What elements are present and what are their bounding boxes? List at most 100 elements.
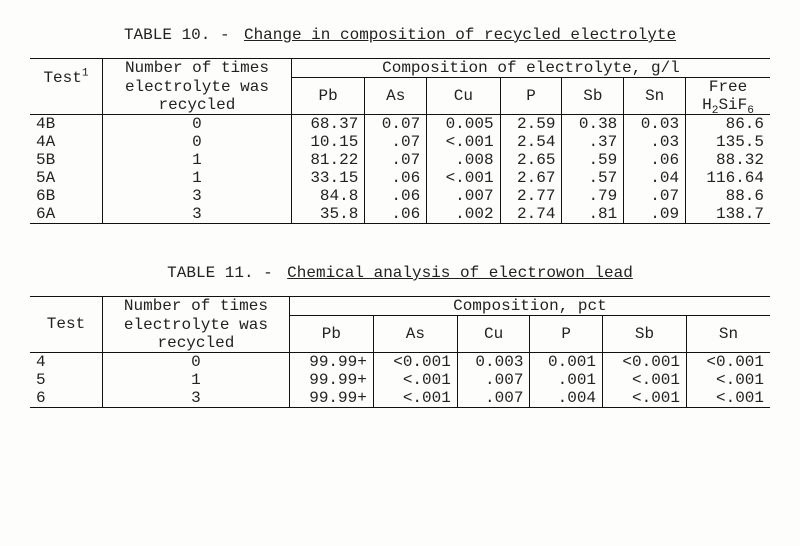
col-as: As xyxy=(365,78,427,115)
cell-p: .001 xyxy=(530,371,603,389)
cell-sb: <0.001 xyxy=(603,352,687,371)
cell-sn: .09 xyxy=(624,205,686,224)
cell-as: .06 xyxy=(365,205,427,224)
cell-test: 5 xyxy=(30,371,103,389)
col-sn: Sn xyxy=(687,316,770,353)
col-composition-span: Composition of electrolyte, g/l xyxy=(291,59,770,78)
cell-pb: 68.37 xyxy=(291,115,364,134)
cell-p: 2.54 xyxy=(500,133,562,151)
table11: Test Number of times Composition, pct el… xyxy=(30,296,770,408)
cell-sb: .79 xyxy=(562,187,624,205)
cell-pb: 84.8 xyxy=(291,187,364,205)
cell-pb: 10.15 xyxy=(291,133,364,151)
cell-as: 0.07 xyxy=(365,115,427,134)
cell-pb: 99.99+ xyxy=(289,352,373,371)
cell-cu: .007 xyxy=(427,187,500,205)
cell-recycled: 3 xyxy=(103,187,292,205)
cell-sn: <.001 xyxy=(687,389,770,408)
cell-pb: 35.8 xyxy=(291,205,364,224)
cell-recycled: 3 xyxy=(103,205,292,224)
cell-sb: .37 xyxy=(562,133,624,151)
cell-test: 4 xyxy=(30,352,103,371)
col-recycled-line3: recycled xyxy=(103,96,292,115)
cell-as: .06 xyxy=(365,169,427,187)
cell-recycled: 0 xyxy=(103,115,292,134)
cell-sn: 0.03 xyxy=(624,115,686,134)
col-free-formula: H2SiF6 xyxy=(686,96,770,115)
cell-recycled: 3 xyxy=(103,389,290,408)
cell-p: 2.77 xyxy=(500,187,562,205)
cell-p: 2.65 xyxy=(500,151,562,169)
table10-caption-text: Change in composition of recycled electr… xyxy=(244,26,676,44)
col-recycled-line1: Number of times xyxy=(103,297,290,316)
cell-cu: 0.005 xyxy=(427,115,500,134)
cell-sn: <0.001 xyxy=(687,352,770,371)
cell-as: .06 xyxy=(365,187,427,205)
col-cu: Cu xyxy=(427,78,500,115)
cell-as: .07 xyxy=(365,151,427,169)
cell-p: 2.59 xyxy=(500,115,562,134)
cell-cu: .002 xyxy=(427,205,500,224)
cell-sn: .03 xyxy=(624,133,686,151)
cell-sb: .81 xyxy=(562,205,624,224)
cell-test: 5B xyxy=(30,151,103,169)
cell-test: 4A xyxy=(30,133,103,151)
col-recycled-line2: electrolyte was xyxy=(103,78,292,97)
col-recycled-line1: Number of times xyxy=(103,59,292,78)
cell-cu: 0.003 xyxy=(457,352,530,371)
cell-sn: .06 xyxy=(624,151,686,169)
cell-p: 2.67 xyxy=(500,169,562,187)
cell-pb: 99.99+ xyxy=(289,389,373,408)
cell-sb: <.001 xyxy=(603,389,687,408)
cell-as: <0.001 xyxy=(373,352,457,371)
cell-sn: .04 xyxy=(624,169,686,187)
col-pb: Pb xyxy=(291,78,364,115)
cell-sb: 0.38 xyxy=(562,115,624,134)
col-pb: Pb xyxy=(289,316,373,353)
table10: Test1 Number of times Composition of ele… xyxy=(30,58,770,224)
cell-cu: .007 xyxy=(457,389,530,408)
cell-p: 0.001 xyxy=(530,352,603,371)
cell-test: 6B xyxy=(30,187,103,205)
cell-as: <.001 xyxy=(373,389,457,408)
col-test: Test xyxy=(30,297,103,353)
col-test-pad xyxy=(30,96,103,115)
table11-caption-prefix: TABLE 11. - xyxy=(167,264,287,282)
table10-caption-prefix: TABLE 10. - xyxy=(124,26,244,44)
cell-recycled: 0 xyxy=(103,352,290,371)
cell-test: 6A xyxy=(30,205,103,224)
cell-cu: <.001 xyxy=(427,169,500,187)
col-p: P xyxy=(500,78,562,115)
col-cu: Cu xyxy=(457,316,530,353)
col-p: P xyxy=(530,316,603,353)
cell-free: 86.6 xyxy=(686,115,770,134)
col-sb: Sb xyxy=(603,316,687,353)
cell-test: 4B xyxy=(30,115,103,134)
cell-test: 6 xyxy=(30,389,103,408)
cell-p: .004 xyxy=(530,389,603,408)
table11-caption: TABLE 11. - Chemical analysis of electro… xyxy=(30,264,770,282)
col-sb: Sb xyxy=(562,78,624,115)
cell-free: 135.5 xyxy=(686,133,770,151)
col-test: Test1 xyxy=(30,59,103,97)
col-recycled-line2: electrolyte was xyxy=(103,316,290,334)
cell-free: 88.32 xyxy=(686,151,770,169)
cell-as: <.001 xyxy=(373,371,457,389)
cell-free: 116.64 xyxy=(686,169,770,187)
table11-caption-text: Chemical analysis of electrowon lead xyxy=(287,264,633,282)
cell-as: .07 xyxy=(365,133,427,151)
cell-pb: 33.15 xyxy=(291,169,364,187)
cell-sb: .59 xyxy=(562,151,624,169)
cell-recycled: 1 xyxy=(103,169,292,187)
cell-pb: 99.99+ xyxy=(289,371,373,389)
col-free: Free xyxy=(686,78,770,97)
cell-cu: .007 xyxy=(457,371,530,389)
cell-free: 88.6 xyxy=(686,187,770,205)
cell-sb: <.001 xyxy=(603,371,687,389)
cell-sn: <.001 xyxy=(687,371,770,389)
cell-recycled: 1 xyxy=(103,151,292,169)
cell-test: 5A xyxy=(30,169,103,187)
col-as: As xyxy=(373,316,457,353)
cell-recycled: 0 xyxy=(103,133,292,151)
table10-caption: TABLE 10. - Change in composition of rec… xyxy=(30,26,770,44)
